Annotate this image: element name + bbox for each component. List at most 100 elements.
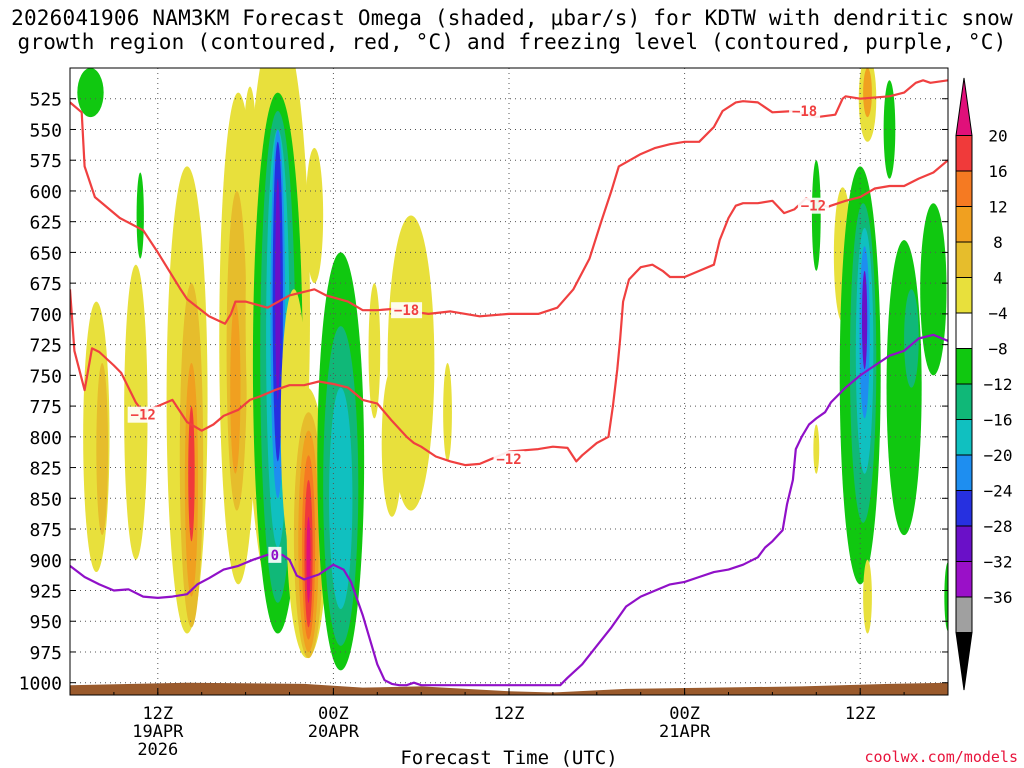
colorbar-label: 12 [988, 198, 1007, 217]
omega-shade-26 [305, 147, 324, 284]
x-tick-label: 2026 [137, 740, 178, 760]
colorbar-label: −28 [984, 517, 1013, 536]
contour-label-m18: −18 [792, 104, 817, 120]
y-tick-label: 725 [29, 336, 62, 357]
omega-shade-9 [230, 301, 241, 474]
y-tick-label: 525 [29, 90, 62, 111]
y-tick-label: 675 [29, 274, 62, 295]
plot-background [70, 68, 948, 695]
colorbar-label: −4 [988, 304, 1007, 323]
colorbar-label: 16 [988, 162, 1007, 181]
omega-shade-48 [904, 289, 919, 388]
contour-lines [70, 79, 948, 687]
contour-label-m12: −12 [801, 199, 826, 215]
omega-shade-25 [306, 516, 311, 603]
y-tick-label: 1000 [19, 674, 62, 695]
omega-shade-32 [368, 283, 381, 419]
colorbar-swatch [955, 490, 973, 527]
credit-text: coolwx.com/models [864, 748, 1018, 766]
y-tick-label: 850 [29, 489, 62, 510]
colorbar: 20 16 12 8 4 −4 −8 −12 −16 −20 −24 −28 −32 −36 [955, 77, 1013, 691]
contour--12C [70, 159, 948, 467]
y-tick-label: 825 [29, 459, 62, 480]
colorbar-label: −20 [984, 446, 1013, 465]
chart-title-line-2: growth region (contoured, red, °C) and f… [17, 30, 1007, 54]
omega-shade-51 [863, 559, 872, 634]
omega-shade-38 [813, 424, 820, 474]
contour-label-m12: −12 [131, 408, 156, 424]
colorbar-swatch [955, 419, 973, 456]
y-tick-label: 975 [29, 643, 62, 664]
omega-shade-43 [861, 270, 868, 370]
colorbar-swatch [955, 561, 973, 598]
x-tick-label: 21APR [659, 722, 711, 742]
omega-shade-35 [77, 68, 104, 118]
omega-shade-36 [811, 160, 821, 271]
x-axis-label: Forecast Time (UTC) [400, 747, 617, 768]
contour-label-bg [268, 546, 282, 563]
omega-shade-31 [387, 215, 435, 511]
y-tick-label: 600 [29, 182, 62, 203]
colorbar-top-arrow [955, 77, 973, 136]
y-tick-label: 800 [29, 428, 62, 449]
omega-shade-46 [883, 80, 896, 179]
contour-label-bg [789, 103, 821, 120]
colorbar-label: 8 [993, 233, 1003, 252]
contour-label-m12: −12 [496, 452, 521, 468]
ground-surface [70, 682, 948, 695]
contour-label-bg [797, 197, 829, 214]
y-tick-label: 900 [29, 551, 62, 572]
colorbar-swatch [955, 596, 973, 633]
x-tick-label: 00Z [318, 704, 349, 724]
y-tick-label: 875 [29, 520, 62, 541]
y-tick-label: 575 [29, 151, 62, 172]
contour-label-m18: −18 [394, 303, 419, 319]
colorbar-label: −32 [984, 553, 1013, 572]
chart-title-line-1: 2026041906 NAM3KM Forecast Omega (shaded… [11, 6, 1013, 30]
y-tick-label: 700 [29, 305, 62, 326]
contour-labels: −18 −18 −12 −12 −12 0 [127, 103, 829, 564]
colorbar-swatch [955, 348, 973, 385]
colorbar-swatch [955, 312, 973, 349]
colorbar-swatch [955, 454, 973, 491]
colorbar-bottom-arrow [955, 632, 973, 691]
omega-shade-33 [443, 363, 452, 462]
x-tick-label: 20APR [308, 722, 360, 742]
contour--18C [70, 79, 948, 325]
contour-label-bg [391, 302, 423, 319]
y-tick-label: 925 [29, 582, 62, 603]
x-tick-label: 19APR [132, 722, 184, 742]
omega-shade-18 [275, 178, 281, 400]
colorbar-label: −16 [984, 411, 1013, 430]
colorbar-swatch [955, 206, 973, 243]
colorbar-swatch [955, 277, 973, 314]
y-tick-label: 625 [29, 213, 62, 234]
omega-shade-1 [96, 363, 109, 536]
contour-0C [70, 333, 948, 687]
y-tick-label: 950 [29, 612, 62, 633]
pressure-axis: 525 550 575 600 625 650 675 700 725 750 775 800 825 8… [19, 90, 948, 695]
colorbar-label: −36 [984, 588, 1013, 607]
omega-shade-47 [886, 240, 922, 536]
colorbar-swatch [955, 135, 973, 172]
y-tick-label: 650 [29, 243, 62, 264]
colorbar-swatch [955, 170, 973, 207]
contour-label-zero: 0 [271, 548, 279, 564]
x-tick-label: 12Z [494, 704, 525, 724]
omega-shade-6 [188, 406, 195, 542]
omega-shade-50 [944, 562, 948, 632]
x-tick-label: 00Z [669, 704, 700, 724]
colorbar-label: −8 [988, 340, 1007, 359]
omega-shade-49 [920, 203, 947, 376]
omega-shade-34 [136, 172, 144, 259]
colorbar-label: −12 [984, 375, 1013, 394]
colorbar-label: −24 [984, 482, 1013, 501]
colorbar-label: 4 [993, 269, 1003, 288]
ground-band [70, 682, 948, 695]
omega-shade-45 [863, 68, 872, 118]
y-tick-label: 550 [29, 120, 62, 141]
contour-label-bg [127, 406, 159, 423]
y-tick-label: 750 [29, 366, 62, 387]
